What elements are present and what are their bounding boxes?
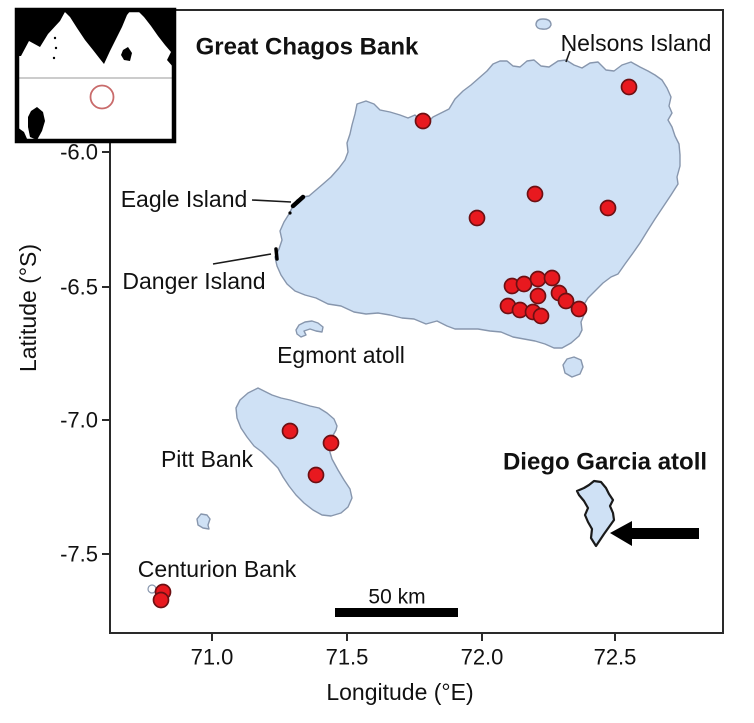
sample-point: [529, 270, 547, 288]
x-axis-ticks: 71.0 71.5 72.0 72.5: [191, 633, 637, 670]
eagle-island-dot-mark: [288, 211, 292, 215]
place-labels-layer: Great Chagos Bank Nelsons Island Eagle Isl…: [121, 30, 712, 609]
sample-point: [322, 434, 340, 452]
islet-south-of-bank-shape: [562, 356, 584, 378]
y-tick-label: -6.5: [60, 275, 98, 300]
inset-map: [14, 7, 177, 144]
scale-bar: [335, 608, 458, 617]
y-tick-label: -6.0: [60, 140, 98, 165]
sample-point: [557, 292, 575, 310]
nelsons-island-label: Nelsons Island: [561, 30, 712, 56]
y-tick-label: -7.5: [60, 542, 98, 567]
centurion-bank-label: Centurion Bank: [138, 556, 297, 582]
inset-india-landmass: [63, 10, 131, 64]
x-tick-label: 72.0: [461, 645, 504, 670]
inset-southeast-asia-landmass: [137, 10, 174, 68]
eagle-island-label: Eagle Island: [121, 186, 248, 212]
inset-arabia-landmass: [17, 10, 66, 56]
y-axis-ticks: -6.0 -6.5 -7.0 -7.5: [60, 140, 110, 567]
sample-point: [152, 591, 170, 609]
inset-chagos-location-circle: [89, 84, 115, 110]
x-tick-label: 71.5: [326, 645, 369, 670]
islet-below-pitt-bank-shape: [196, 513, 211, 530]
inset-maldives-speck: [54, 46, 58, 50]
diego-garcia-atoll-shape: [575, 479, 616, 548]
inset-frame: [14, 7, 177, 144]
scale-bar-label: 50 km: [368, 586, 425, 609]
x-axis-title: Longitude (°E): [326, 679, 473, 705]
sample-point: [526, 185, 544, 203]
inset-africa-coast-landmass: [17, 127, 28, 141]
y-axis-title: Latitude (°S): [15, 244, 41, 372]
diego-garcia-atoll-label: Diego Garcia atoll: [503, 449, 707, 476]
sample-point: [281, 422, 299, 440]
inset-maldives-speck: [53, 36, 57, 40]
nelsons-islet-shape: [535, 18, 552, 30]
sample-point: [620, 78, 638, 96]
x-tick-label: 71.0: [191, 645, 234, 670]
sample-points-layer: [152, 78, 638, 609]
sample-point: [515, 275, 533, 293]
nelsons-island-leader-line: [565, 50, 571, 63]
egmont-atoll-label: Egmont atoll: [277, 342, 405, 368]
danger-island-leader-line: [212, 253, 272, 265]
danger-island-label: Danger Island: [122, 268, 265, 294]
inset-maldives-speck: [52, 56, 56, 60]
pitt-bank-shape: [235, 387, 353, 517]
great-chagos-bank-label: Great Chagos Bank: [196, 34, 419, 61]
inset-madagascar-landmass: [28, 107, 45, 140]
sample-point: [307, 466, 325, 484]
danger-island-mark: [274, 247, 279, 261]
eagle-island-mark: [290, 194, 306, 209]
sample-point: [529, 287, 547, 305]
sample-point: [532, 307, 550, 325]
x-tick-label: 72.5: [594, 645, 637, 670]
sample-point: [543, 269, 561, 287]
sample-point: [570, 300, 588, 318]
inset-sri-lanka-landmass: [121, 47, 132, 61]
y-tick-label: -7.0: [60, 408, 98, 433]
diego-garcia-arrow-icon: [610, 521, 699, 546]
pitt-bank-label: Pitt Bank: [161, 446, 254, 472]
sample-point: [414, 112, 432, 130]
sample-point: [599, 199, 617, 217]
sample-point: [468, 209, 486, 227]
eagle-island-leader-line: [251, 199, 292, 203]
egmont-atoll-shape: [295, 320, 324, 338]
